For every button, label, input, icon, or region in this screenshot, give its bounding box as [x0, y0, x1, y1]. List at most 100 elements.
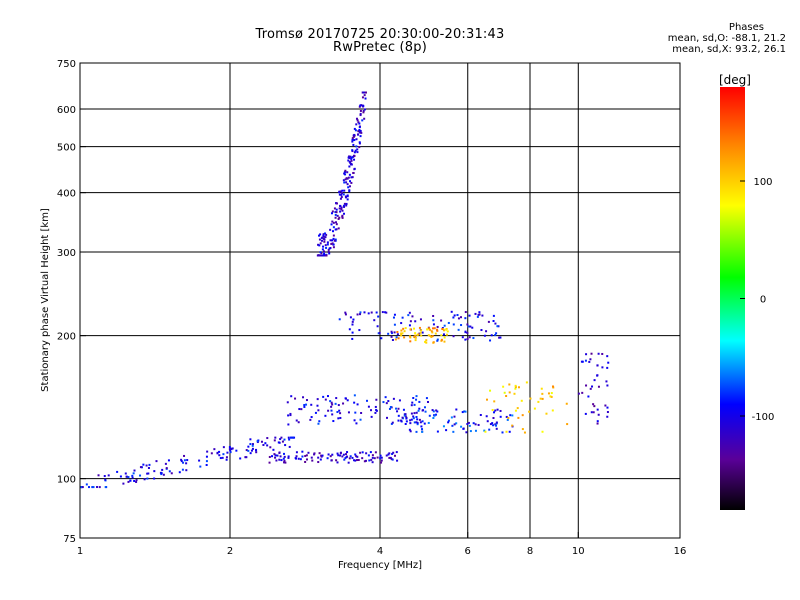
echo-point: [143, 478, 146, 481]
echo-point: [606, 366, 609, 369]
echo-point: [355, 117, 358, 120]
echo-point: [409, 336, 412, 339]
echo-point: [275, 459, 278, 462]
echo-point: [596, 422, 599, 425]
x-tick-label: 6: [465, 546, 471, 557]
echo-point: [420, 425, 423, 428]
echo-point: [398, 399, 401, 402]
echo-point: [477, 313, 480, 316]
echo-point: [386, 416, 389, 419]
echo-point: [434, 332, 437, 335]
echo-point: [98, 486, 101, 489]
echo-point: [245, 449, 248, 452]
echo-point: [342, 453, 345, 456]
echo-point: [413, 327, 416, 330]
echo-point: [390, 458, 393, 461]
echo-point: [288, 445, 291, 448]
echo-point: [584, 412, 587, 415]
echo-point: [404, 422, 407, 425]
echo-point: [324, 414, 327, 417]
echo-point: [322, 234, 325, 237]
echo-point: [403, 414, 406, 417]
echo-point: [396, 459, 399, 462]
echo-point: [341, 191, 344, 194]
echo-point: [467, 325, 470, 328]
echo-point: [323, 252, 326, 255]
echo-point: [339, 205, 342, 208]
echo-point: [286, 401, 289, 404]
echo-point: [337, 454, 340, 457]
echo-point: [494, 409, 497, 412]
echo-point: [521, 414, 524, 417]
echo-point: [230, 448, 233, 451]
echo-point: [346, 194, 349, 197]
echo-point: [446, 330, 449, 333]
y-tick-label: 100: [57, 475, 76, 486]
echo-point: [353, 459, 356, 462]
echo-point: [549, 395, 552, 398]
echo-point: [520, 399, 523, 402]
echo-point: [322, 245, 325, 248]
echo-point: [343, 202, 346, 205]
echo-point: [132, 472, 135, 475]
echo-point: [367, 405, 370, 408]
echo-point: [474, 423, 477, 426]
echo-point: [228, 446, 231, 449]
echo-point: [323, 240, 326, 243]
echo-point: [409, 340, 412, 343]
echo-point: [477, 423, 480, 426]
echo-point: [290, 395, 293, 398]
echo-point: [339, 197, 342, 200]
echo-point: [455, 422, 458, 425]
echo-point: [359, 313, 362, 316]
echo-point: [164, 462, 167, 465]
echo-point: [478, 313, 481, 316]
echo-point: [298, 408, 301, 411]
echo-point: [387, 400, 390, 403]
echo-point: [127, 480, 130, 483]
echo-point: [328, 252, 331, 255]
echo-point: [317, 254, 320, 257]
echo-point: [409, 430, 412, 433]
echo-point: [331, 453, 334, 456]
echo-point: [161, 468, 164, 471]
echo-point: [397, 414, 400, 417]
echo-point: [499, 336, 502, 339]
echo-point: [429, 328, 432, 331]
echo-point: [178, 471, 181, 474]
echo-point: [327, 453, 330, 456]
echo-point: [354, 149, 357, 152]
echo-point: [213, 448, 216, 451]
echo-point: [421, 428, 424, 431]
echo-point: [276, 454, 279, 457]
echo-point: [320, 239, 323, 242]
echo-point: [416, 333, 419, 336]
echo-point: [330, 223, 333, 226]
echo-point: [485, 330, 488, 333]
echo-point: [295, 419, 298, 422]
echo-point: [404, 327, 407, 330]
echo-point: [396, 330, 399, 333]
echo-point: [486, 420, 489, 423]
echo-point: [516, 407, 519, 410]
echo-point: [283, 459, 286, 462]
echo-point: [336, 461, 339, 464]
colorbar-ticks: 100 0 -100: [740, 177, 774, 423]
echo-point: [351, 149, 354, 152]
echo-point: [606, 411, 609, 414]
echo-point: [452, 323, 455, 326]
echo-point: [433, 327, 436, 330]
echo-point: [436, 329, 439, 332]
echo-point: [387, 332, 390, 335]
echo-point: [494, 334, 497, 337]
echo-point: [249, 452, 252, 455]
echo-point: [489, 423, 492, 426]
echo-point: [170, 472, 173, 475]
echo-point: [342, 193, 345, 196]
echo-point: [408, 324, 411, 327]
echo-point: [358, 126, 361, 129]
echo-point: [354, 411, 357, 414]
echo-point: [408, 428, 411, 431]
echo-point: [373, 457, 376, 460]
